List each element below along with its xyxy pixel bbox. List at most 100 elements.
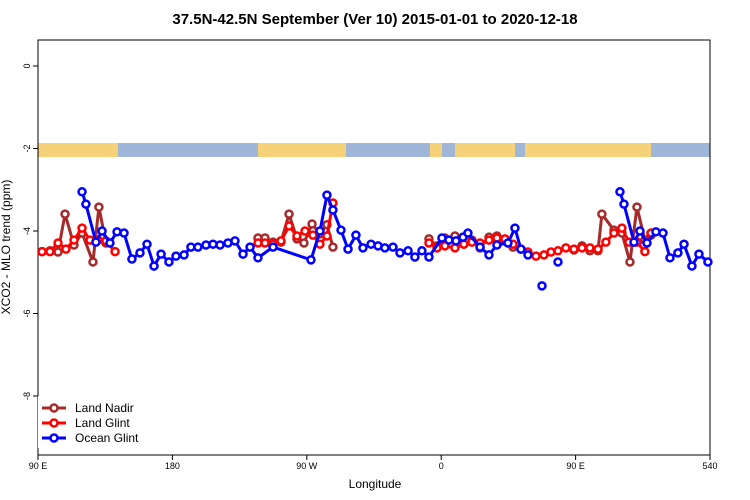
point <box>69 235 79 245</box>
point <box>336 225 346 235</box>
point <box>597 209 607 219</box>
point <box>388 242 398 252</box>
map-strip <box>38 143 710 157</box>
point <box>510 223 520 233</box>
point <box>315 226 325 236</box>
point <box>629 237 639 247</box>
point <box>665 253 675 263</box>
point <box>276 236 286 246</box>
point <box>292 231 302 241</box>
point <box>307 219 317 229</box>
point <box>424 238 434 248</box>
y-tick-label: 0 <box>22 63 32 68</box>
point <box>687 261 697 271</box>
point <box>149 261 159 271</box>
point <box>679 239 689 249</box>
point <box>410 252 420 262</box>
point <box>475 242 485 252</box>
point <box>306 255 316 265</box>
point <box>88 257 98 267</box>
point <box>694 249 704 259</box>
x-tick-label: 90 E <box>566 461 585 471</box>
point <box>619 199 629 209</box>
point <box>215 240 225 250</box>
plot-frame <box>37 39 711 456</box>
point <box>503 238 513 248</box>
point <box>561 243 571 253</box>
point <box>523 250 533 260</box>
point <box>343 244 353 254</box>
point <box>531 251 541 261</box>
point <box>284 209 294 219</box>
point <box>308 230 318 240</box>
point <box>484 235 494 245</box>
point <box>593 244 603 254</box>
y-axis-label: XCO2 - MLO trend (ppm) <box>0 180 13 315</box>
chart-title: 37.5N-42.5N September (Ver 10) 2015-01-0… <box>172 11 577 28</box>
point <box>642 238 652 248</box>
point <box>77 223 87 233</box>
point <box>60 209 70 219</box>
point <box>395 248 405 258</box>
legend-label: Ocean Glint <box>75 431 139 445</box>
point <box>632 202 642 212</box>
point <box>322 231 332 241</box>
point <box>585 243 595 253</box>
point <box>53 247 63 257</box>
point <box>351 230 361 240</box>
point <box>703 257 713 267</box>
point <box>403 246 413 256</box>
point <box>97 226 107 236</box>
point <box>135 248 145 258</box>
x-tick-label: 180 <box>165 461 180 471</box>
legend-marker <box>49 418 59 428</box>
point <box>424 252 434 262</box>
point <box>53 238 63 248</box>
point <box>94 202 104 212</box>
x-tick-label: 90 W <box>296 461 318 471</box>
point <box>156 249 166 259</box>
point <box>45 246 55 257</box>
point <box>577 243 587 253</box>
legend-label: Land Nadir <box>75 401 134 415</box>
y-tick-label: -6 <box>22 309 32 317</box>
point <box>417 246 427 256</box>
point <box>127 254 137 264</box>
point <box>617 223 627 233</box>
legend-label: Land Glint <box>75 416 130 430</box>
point <box>193 242 203 252</box>
point <box>81 199 91 209</box>
point <box>553 246 563 256</box>
point <box>451 236 461 246</box>
point <box>358 243 368 253</box>
x-tick-label: 540 <box>702 461 717 471</box>
point <box>492 240 502 250</box>
point <box>260 238 270 248</box>
point <box>284 221 294 231</box>
point <box>299 238 309 248</box>
y-tick-label: -2 <box>22 144 32 152</box>
point <box>609 228 619 238</box>
point <box>245 242 255 252</box>
point <box>635 226 645 236</box>
point <box>300 226 310 236</box>
point <box>328 205 338 215</box>
point <box>105 238 115 248</box>
point <box>328 242 338 252</box>
point <box>91 237 101 247</box>
point <box>230 236 240 246</box>
x-tick-label: 0 <box>439 461 444 471</box>
point <box>673 248 683 258</box>
y-tick-label: -8 <box>22 392 32 400</box>
point <box>61 244 71 254</box>
point <box>110 246 120 257</box>
point <box>463 228 473 238</box>
point <box>253 253 263 263</box>
legend-marker <box>49 403 59 413</box>
point <box>553 257 563 267</box>
point <box>171 251 181 261</box>
legend-marker <box>49 433 59 443</box>
point <box>484 250 494 260</box>
